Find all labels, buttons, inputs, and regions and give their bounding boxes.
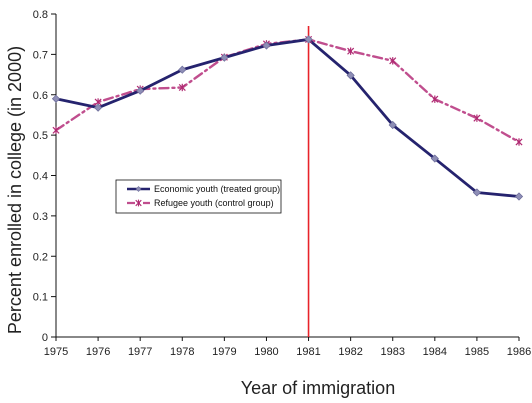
refugee-data-point	[389, 57, 397, 65]
economic-data-point	[472, 188, 482, 197]
y-tick-label: 0.5	[33, 130, 48, 142]
series-layer	[51, 35, 524, 201]
economic-data-point	[514, 192, 524, 201]
y-tick-label: 0.2	[33, 251, 48, 263]
y-tick-label: 0.8	[33, 9, 48, 21]
economic-data-point	[430, 154, 439, 163]
x-tick-label: 1984	[423, 346, 447, 358]
x-tick-label: 1978	[170, 346, 194, 358]
x-tick-label: 1977	[128, 346, 152, 358]
refugee-data-point	[473, 114, 481, 122]
legend: Economic youth (treated group) Refugee y…	[115, 179, 282, 214]
refugee-data-point	[431, 95, 439, 103]
x-tick-label: 1976	[86, 346, 110, 358]
x-tick-label: 1986	[507, 346, 531, 358]
economic-data-point	[346, 71, 355, 80]
series-line-refugee	[54, 38, 521, 144]
legend-marker-refugee	[135, 199, 142, 207]
series-line-economic	[54, 38, 521, 198]
axes-layer	[55, 14, 519, 338]
x-axis-title: Year of immigration	[241, 378, 395, 398]
economic-data-point	[178, 65, 187, 74]
x-tick-label: 1982	[338, 346, 362, 358]
y-axis-title: Percent enrolled in college (in 2000)	[5, 46, 25, 334]
y-tick-label: 0.7	[33, 49, 48, 61]
refugee-data-point	[178, 83, 186, 92]
x-ticks: 1975 1976 1977 1978 1979 1980 1981 1982 1983 1984…	[44, 337, 531, 358]
x-tick-label: 1985	[465, 346, 489, 358]
economic-data-point	[220, 53, 229, 62]
economic-data-point	[51, 94, 61, 103]
y-ticks: 0 0.1 0.2 0.3 0.4 0.5 0.6 0.7 0.8	[33, 9, 56, 344]
y-tick-label: 0.3	[33, 211, 48, 223]
economic-data-point	[304, 35, 313, 44]
x-tick-label: 1980	[254, 346, 278, 358]
y-tick-label: 0	[42, 332, 48, 344]
refugee-data-point	[515, 138, 523, 146]
x-tick-label: 1975	[44, 346, 68, 358]
refugee-data-point	[347, 47, 355, 55]
legend-label-refugee: Refugee youth (control group)	[154, 198, 274, 208]
refugee-data-point	[52, 126, 60, 134]
economic-data-point	[388, 120, 397, 130]
economic-data-point	[136, 86, 145, 95]
legend-box	[115, 179, 282, 214]
economic-data-point	[262, 41, 271, 50]
y-tick-label: 0.4	[33, 171, 48, 183]
x-tick-label: 1983	[380, 346, 404, 358]
y-tick-label: 0.6	[33, 90, 48, 102]
y-tick-label: 0.1	[33, 292, 48, 304]
legend-label-economic: Economic youth (treated group)	[154, 184, 280, 194]
economic-data-point	[93, 103, 103, 112]
x-tick-label: 1979	[212, 346, 236, 358]
x-tick-label: 1981	[296, 346, 320, 358]
legend-marker-economic	[135, 186, 142, 192]
